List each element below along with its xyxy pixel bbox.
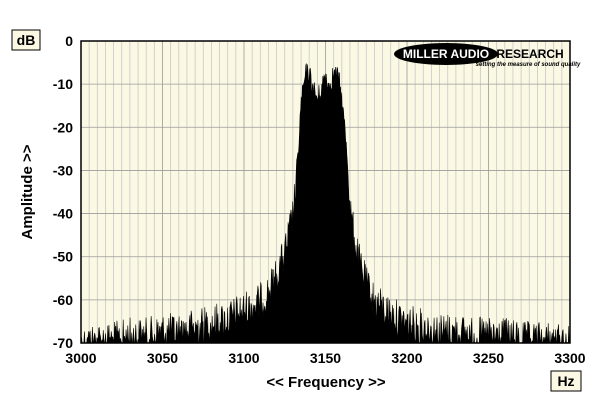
- x-unit-box: [550, 370, 582, 392]
- x-tick-label: 3250: [473, 350, 504, 366]
- miller-audio-logo: MILLER AUDIO RESEARCH setting the measur…: [394, 43, 581, 68]
- logo-ellipse: [394, 43, 498, 65]
- logo-brand: MILLER AUDIO: [403, 47, 489, 61]
- x-tick-labels: 3000 3050 3100 3150 3200 3250 3300: [65, 350, 585, 366]
- logo-tagline: setting the measure of sound quality: [476, 62, 581, 68]
- x-tick-label: 3050: [147, 350, 178, 366]
- y-unit-label: dB: [17, 32, 36, 48]
- y-tick-label: -40: [53, 206, 73, 222]
- x-tick-label: 3100: [228, 350, 259, 366]
- x-tick-label: 3200: [391, 350, 422, 366]
- y-tick-label: -60: [53, 292, 73, 308]
- x-axis-title: << Frequency >>: [266, 374, 385, 391]
- x-unit-label: Hz: [557, 373, 574, 389]
- y-tick-label: 0: [65, 33, 73, 49]
- y-tick-labels: 0 -10 -20 -30 -40 -50 -60 -70: [53, 33, 73, 351]
- spectrum-area: [80, 63, 570, 344]
- logo-brand2: RESEARCH: [496, 47, 563, 61]
- y-tick-label: -70: [53, 335, 73, 351]
- x-tick-label: 3150: [310, 350, 341, 366]
- y-tick-label: -50: [53, 249, 73, 265]
- y-unit-box: [11, 29, 41, 51]
- x-tick-label: 3000: [65, 350, 96, 366]
- y-axis-title: Amplitude >>: [19, 144, 36, 239]
- y-tick-label: -10: [53, 76, 73, 92]
- y-tick-label: -30: [53, 162, 73, 178]
- x-tick-label: 3300: [554, 350, 585, 366]
- plot-frame: [80, 40, 571, 344]
- y-tick-label: -20: [53, 119, 73, 135]
